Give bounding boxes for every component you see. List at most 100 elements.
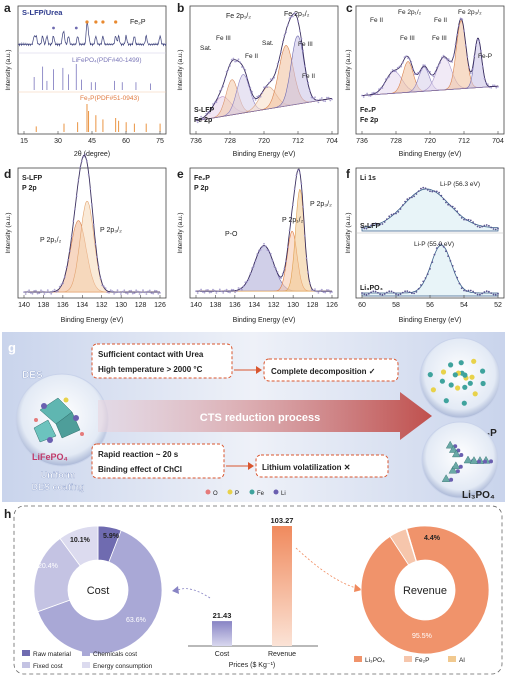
data-point	[463, 289, 465, 292]
data-point	[208, 112, 211, 114]
data-point	[392, 291, 395, 294]
cost-link-arrow	[177, 588, 211, 599]
data-point	[410, 61, 413, 63]
x-tick-label: 728	[224, 138, 236, 145]
data-point	[376, 91, 379, 94]
data-point	[215, 101, 218, 104]
data-point	[310, 289, 313, 291]
data-point	[370, 291, 372, 294]
data-point	[327, 289, 330, 291]
data-point	[200, 288, 203, 291]
data-point	[234, 60, 237, 63]
x-tick-label: 136	[57, 302, 69, 309]
data-point	[429, 268, 431, 270]
data-point	[26, 290, 29, 293]
data-point	[87, 173, 90, 176]
x-ticks-b: 736 728 720 712 704	[190, 131, 338, 145]
c-label-fe2-2: Fe II	[434, 17, 447, 24]
data-point	[53, 288, 56, 291]
data-point	[449, 260, 452, 262]
data-point	[259, 95, 262, 98]
fe2p-atom	[452, 372, 458, 378]
data-point	[438, 191, 440, 194]
revenue-legend: Li₃PO₄ Fe₂P Al	[354, 656, 465, 664]
data-point	[454, 207, 456, 210]
data-point	[31, 292, 34, 295]
data-point	[261, 246, 264, 248]
data-point	[86, 159, 88, 162]
data-point	[490, 292, 493, 294]
data-point	[488, 290, 490, 293]
legend-slfp-urea: S-LFP/Urea	[22, 8, 63, 17]
data-point	[395, 293, 397, 295]
data-point	[94, 243, 97, 245]
x-ticks-a: 15 30 45 60 75	[20, 131, 164, 145]
xlabel-b: Binding Energy (eV)	[233, 151, 296, 158]
data-point	[269, 78, 272, 80]
data-point	[69, 250, 71, 253]
data-point	[475, 43, 477, 46]
data-point	[481, 65, 484, 68]
fe2p-atom	[469, 374, 475, 380]
data-point	[420, 68, 423, 71]
data-point	[138, 293, 141, 295]
data-point	[377, 291, 379, 294]
data-point	[492, 84, 494, 87]
data-point	[131, 292, 134, 295]
data-point	[276, 62, 279, 65]
c-label-fe3-1: Fe III	[400, 35, 415, 42]
data-point	[483, 77, 486, 80]
data-point	[367, 293, 370, 295]
data-point	[374, 93, 377, 96]
data-point	[415, 193, 418, 195]
g-box1-line1: Sufficient contact with Urea	[98, 350, 204, 359]
data-point	[474, 292, 477, 294]
g-label-des-coating: DES coating	[31, 482, 84, 492]
g-label-lifepo4: LiFePO₄	[32, 452, 68, 462]
bar-cat-revenue: Revenue	[268, 651, 296, 658]
data-point	[395, 70, 397, 72]
data-point	[481, 292, 483, 295]
data-point	[411, 196, 413, 199]
data-point	[91, 203, 93, 206]
data-point	[361, 226, 363, 229]
data-point	[447, 58, 450, 61]
data-point	[285, 31, 287, 34]
data-point	[48, 291, 51, 294]
data-point	[273, 265, 276, 268]
data-point	[329, 291, 332, 294]
data-point	[203, 117, 206, 120]
data-point	[442, 54, 445, 57]
data-point	[397, 293, 400, 296]
data-point	[317, 292, 320, 294]
data-point	[411, 292, 413, 295]
e-label-p2p32: P 2p₃/₂	[310, 201, 332, 208]
data-point	[307, 81, 310, 84]
data-point	[413, 195, 415, 198]
label-lifepo4-pdf: LiFePO₄(PDF#40-1499)	[72, 57, 142, 64]
data-point	[481, 225, 483, 228]
data-point	[35, 289, 37, 292]
data-point	[148, 289, 151, 292]
data-point	[252, 97, 255, 100]
data-point	[412, 68, 414, 70]
data-point	[239, 61, 242, 64]
data-point	[497, 227, 499, 230]
data-point	[271, 78, 274, 81]
data-point	[210, 109, 213, 111]
data-point	[377, 223, 379, 225]
data-point	[463, 218, 465, 221]
data-point	[213, 101, 216, 104]
legend-swatch-fixed	[22, 662, 30, 668]
data-point	[452, 54, 455, 57]
data-point	[451, 205, 454, 208]
data-point	[388, 75, 391, 78]
panel-b: b Fe 2p₁/₂ Fe 2p₃/₂ Sat. Fe III Sat. Fe …	[177, 1, 339, 158]
f-peak-top-label: Li-P (56.3 eV)	[440, 181, 480, 188]
data-point	[244, 281, 247, 284]
data-point	[38, 292, 41, 294]
data-point	[295, 12, 298, 15]
data-point	[103, 285, 105, 288]
fe2p-atom	[467, 380, 473, 386]
x-tick-label: 15	[20, 138, 28, 145]
